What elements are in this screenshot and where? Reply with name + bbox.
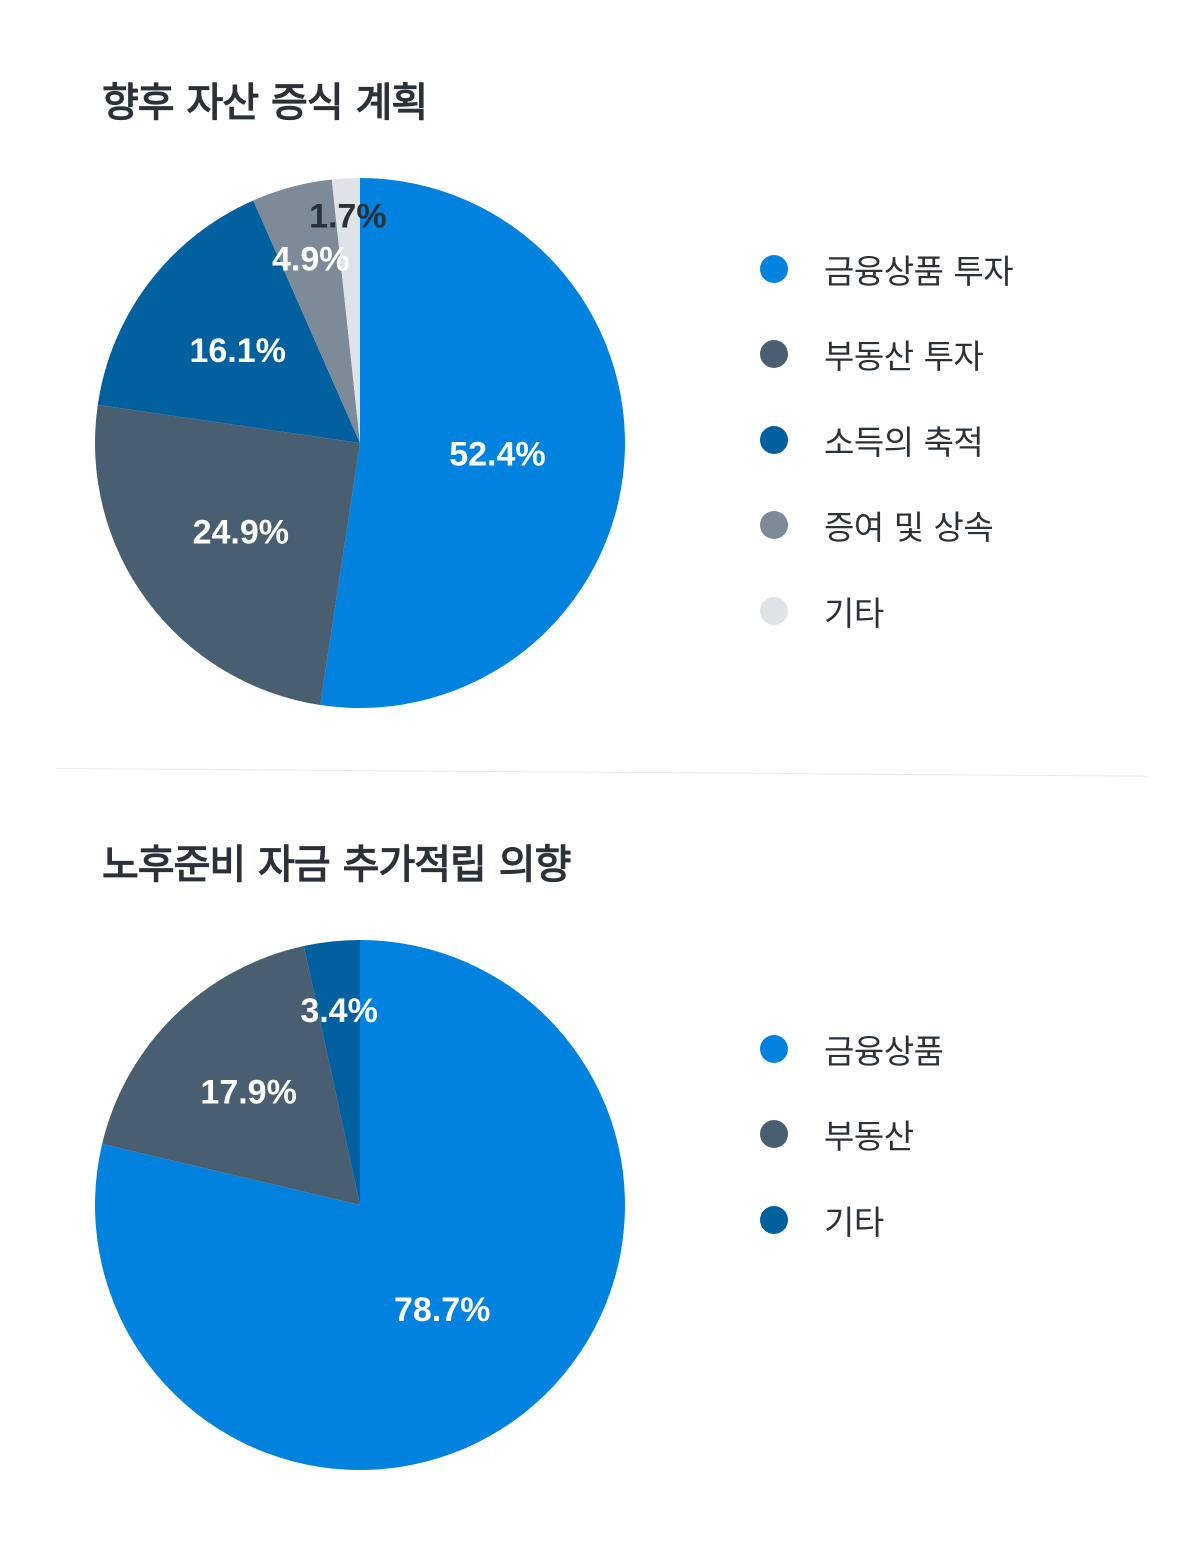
slice-label: 78.7% <box>394 1291 490 1329</box>
legend-item: 기타 <box>760 568 1013 654</box>
legend-swatch <box>760 254 788 283</box>
pie-chart: 52.4% 24.9% 16.1% 4.9% 1.7% <box>94 178 625 708</box>
legend-swatch <box>760 511 788 540</box>
slice-label: 3.4% <box>300 992 378 1030</box>
slice-label: 24.9% <box>193 513 289 551</box>
pie-slice <box>303 940 360 1205</box>
chart-title: 노후준비 자금 추가적립 의향 <box>102 842 571 888</box>
legend-label: 증여 및 상속 <box>824 508 994 548</box>
pie-slice <box>94 940 625 1470</box>
pie-slice <box>320 178 625 708</box>
slice-label: 1.7% <box>309 197 387 235</box>
legend-item: 금융상품 <box>760 1006 944 1092</box>
legend-item: 부동산 <box>760 1092 943 1178</box>
asset-growth-chart-panel: 향후 자산 증식 계획 52.4% 24.9% 16.1% 4.9% 1.7% 금융상품… <box>0 0 1200 768</box>
legend-item: 부동산 투자 <box>760 312 1013 398</box>
legend-label: 기타 <box>824 593 884 633</box>
pie-slice <box>102 946 360 1205</box>
legend-label: 부동산 <box>824 1117 914 1157</box>
legend-label: 금융상품 <box>824 1031 944 1071</box>
legend-label: 기타 <box>824 1202 884 1242</box>
legend-swatch <box>760 425 788 454</box>
pie-slice <box>253 179 360 443</box>
slice-label: 17.9% <box>200 1074 296 1112</box>
pie-slice <box>97 200 360 443</box>
legend-swatch <box>760 1120 788 1149</box>
legend-swatch <box>760 596 788 625</box>
legend-item: 기타 <box>760 1177 943 1263</box>
legend-swatch <box>760 1205 788 1234</box>
legend-swatch <box>760 340 788 369</box>
legend-item: 금융상품 투자 <box>760 226 1014 312</box>
slice-label: 4.9% <box>272 241 350 279</box>
legend-swatch <box>760 1034 788 1063</box>
legend-label: 소득의 축적 <box>824 422 984 462</box>
pie-chart: 78.7% 17.9% 3.4% <box>94 940 625 1470</box>
legend-label: 부동산 투자 <box>824 337 984 377</box>
pie-slice <box>331 178 360 443</box>
legend-item: 소득의 축적 <box>760 397 1013 483</box>
pie-slice <box>94 404 360 705</box>
slice-label: 52.4% <box>449 435 545 473</box>
legend-label: 금융상품 투자 <box>824 251 1014 291</box>
legend-item: 증여 및 상속 <box>760 483 1013 569</box>
chart-title: 향후 자산 증식 계획 <box>102 80 428 126</box>
slice-label: 16.1% <box>189 332 285 370</box>
